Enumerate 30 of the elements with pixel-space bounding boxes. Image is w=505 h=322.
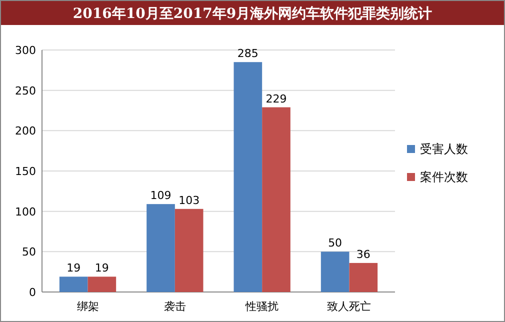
bar <box>59 276 88 292</box>
y-tick-label: 100 <box>15 205 36 218</box>
y-tick-label: 0 <box>29 286 36 299</box>
data-label: 103 <box>178 194 200 207</box>
y-tick-label: 300 <box>15 44 36 57</box>
x-tick-label: 袭击 <box>164 300 186 313</box>
bar <box>349 262 378 292</box>
y-tick-label: 200 <box>15 124 36 138</box>
data-label: 285 <box>237 47 258 60</box>
data-label: 50 <box>328 236 342 250</box>
y-tick-label: 150 <box>15 165 36 178</box>
data-label: 19 <box>66 262 81 275</box>
x-tick-label: 绑架 <box>76 300 99 313</box>
x-tick-label: 致人死亡 <box>327 300 372 313</box>
data-label: 109 <box>150 189 172 202</box>
y-tick-label: 250 <box>15 84 36 98</box>
legend-label: 受害人数 <box>420 142 468 156</box>
legend-label: 案件次数 <box>420 170 468 184</box>
data-label: 229 <box>266 92 287 106</box>
bar <box>146 204 175 292</box>
bar <box>88 276 116 292</box>
data-label: 19 <box>94 262 109 275</box>
bar <box>174 208 204 292</box>
bar <box>262 107 290 292</box>
x-tick-label: 性骚扰 <box>244 300 279 313</box>
bar <box>234 62 262 292</box>
bar <box>320 252 350 292</box>
data-label: 36 <box>356 248 370 261</box>
y-tick-label: 50 <box>22 246 36 259</box>
chart-title: 2016年10月至2017年9月海外网约车软件犯罪类别统计 <box>72 5 432 22</box>
